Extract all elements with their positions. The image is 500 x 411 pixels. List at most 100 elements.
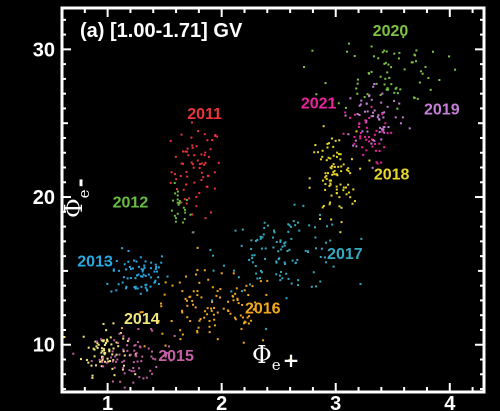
data-point-2013 <box>141 270 144 273</box>
data-point-2012 <box>178 202 181 205</box>
data-point-2016 <box>244 321 247 324</box>
series-label-2011: 2011 <box>187 106 222 123</box>
data-point-2011 <box>198 192 201 195</box>
data-point-2017 <box>264 247 267 250</box>
data-point-2020 <box>402 36 405 39</box>
data-point-2016 <box>197 326 200 329</box>
data-point-2013 <box>126 277 129 280</box>
data-point-2020 <box>395 86 398 89</box>
data-point-2017 <box>278 274 281 277</box>
data-point-2019 <box>347 133 350 136</box>
data-point-2018 <box>332 145 335 148</box>
data-point-2018 <box>340 170 343 173</box>
data-point-2014 <box>108 360 111 363</box>
data-point-2013 <box>134 285 137 288</box>
data-point-2018 <box>330 137 333 140</box>
data-point-2020 <box>414 54 417 57</box>
data-point-2021 <box>359 132 362 135</box>
data-point-2014 <box>115 353 118 356</box>
data-point-2014 <box>103 360 106 363</box>
data-point-2020 <box>385 88 388 91</box>
data-point-2014 <box>104 341 107 344</box>
data-point-2011 <box>198 163 201 166</box>
data-point-2016 <box>194 306 197 309</box>
data-point-2017 <box>326 225 329 228</box>
data-point-2020 <box>388 76 391 79</box>
data-point-2016 <box>141 310 144 313</box>
data-point-2011 <box>196 130 199 133</box>
data-point-2014 <box>123 354 126 357</box>
data-point-2016 <box>236 299 239 302</box>
data-point-2014 <box>101 349 104 352</box>
data-point-2018 <box>328 203 331 206</box>
data-point-2017 <box>275 241 278 244</box>
data-point-2014 <box>82 335 85 338</box>
data-point-2019 <box>383 111 386 114</box>
data-point-2018 <box>333 169 336 172</box>
data-point-2020 <box>393 52 396 55</box>
data-point-2011 <box>185 202 188 205</box>
data-point-2015 <box>102 356 105 359</box>
data-point-2017 <box>237 276 240 279</box>
data-point-2014 <box>108 350 111 353</box>
data-point-2020 <box>438 79 441 82</box>
data-point-2015 <box>151 372 154 375</box>
data-point-2015 <box>133 349 136 352</box>
data-point-2017 <box>304 249 307 252</box>
data-point-2013 <box>140 268 143 271</box>
data-point-2015 <box>111 350 114 353</box>
data-point-2016 <box>216 290 219 293</box>
data-point-2014 <box>112 347 115 350</box>
data-point-2016 <box>240 327 243 330</box>
data-point-2016 <box>242 322 245 325</box>
y-tick-label: 10 <box>33 335 55 357</box>
data-point-2017 <box>296 258 299 261</box>
data-point-2017 <box>360 237 363 240</box>
data-point-2016 <box>220 272 223 275</box>
data-point-2015 <box>102 365 105 368</box>
data-point-2018 <box>332 171 335 174</box>
data-point-2016 <box>189 320 192 323</box>
data-point-2016 <box>216 311 219 314</box>
data-point-2017 <box>312 271 315 274</box>
data-point-2021 <box>344 111 347 114</box>
data-point-2011 <box>211 139 214 142</box>
data-point-2017 <box>254 265 257 268</box>
data-point-2016 <box>241 303 244 306</box>
data-point-2017 <box>211 299 214 302</box>
data-point-2018 <box>347 167 350 170</box>
data-point-2021 <box>368 140 371 143</box>
data-point-2020 <box>387 88 390 91</box>
data-point-2011 <box>182 150 185 153</box>
data-point-2014 <box>103 349 106 352</box>
data-point-2014 <box>113 374 116 377</box>
data-point-2017 <box>288 248 291 251</box>
data-point-2016 <box>219 296 222 299</box>
data-point-2019 <box>378 118 381 121</box>
data-point-2015 <box>159 358 162 361</box>
data-point-2021 <box>381 113 384 116</box>
data-point-2016 <box>227 309 230 312</box>
data-point-2017 <box>240 244 243 247</box>
data-point-2021 <box>383 146 386 149</box>
x-tick-label: 2 <box>216 393 227 411</box>
data-point-2017 <box>294 224 297 227</box>
data-point-2018 <box>335 173 338 176</box>
data-point-2016 <box>196 329 199 332</box>
data-point-2014 <box>90 364 93 367</box>
data-point-2012 <box>176 212 179 215</box>
data-point-2016 <box>196 246 199 249</box>
data-point-2016 <box>186 304 189 307</box>
data-point-2017 <box>272 236 275 239</box>
data-point-2013 <box>166 275 169 278</box>
data-point-2014 <box>102 347 105 350</box>
data-point-2017 <box>261 236 264 239</box>
data-point-2019 <box>372 111 375 114</box>
data-point-2013 <box>112 268 115 271</box>
data-point-2015 <box>101 361 104 364</box>
data-point-2014 <box>63 336 66 339</box>
data-point-2020 <box>355 87 358 90</box>
data-point-2013 <box>144 286 147 289</box>
data-point-2019 <box>381 92 384 95</box>
data-point-2018 <box>329 182 332 185</box>
